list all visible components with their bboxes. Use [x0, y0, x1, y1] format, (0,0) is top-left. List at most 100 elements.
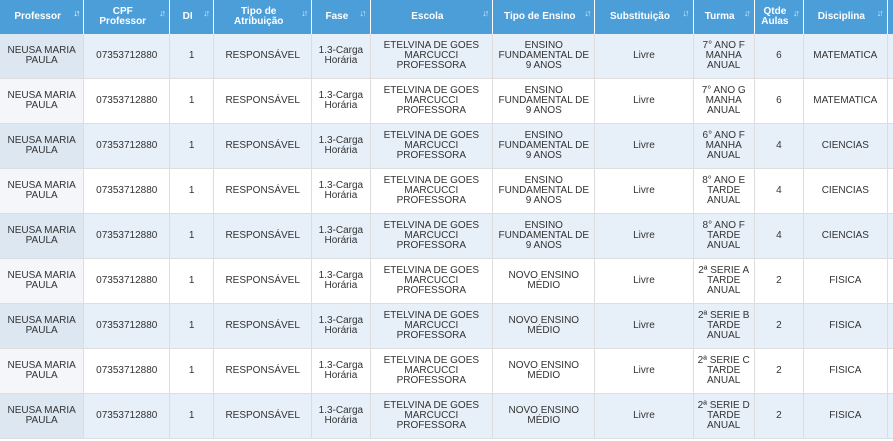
cell-professor: NEUSA MARIA PAULA — [0, 393, 85, 439]
cell-turma: 2ª SERIE A TARDE ANUAL — [693, 258, 755, 304]
cell-fase: 1.3-Carga Horária — [311, 213, 371, 259]
cell-turma: 6° ANO F MANHA ANUAL — [693, 123, 755, 169]
cell-cpf: 07353712880 — [83, 348, 171, 394]
cell-di: 1 — [169, 393, 215, 439]
header-label: Tipo de Atribuição — [233, 6, 284, 27]
cell-di: 1 — [169, 123, 215, 169]
cell-tipo-ensino: NOVO ENSINO MÉDIO — [492, 393, 596, 439]
sort-icon[interactable]: ↓↑ — [203, 8, 210, 18]
cell-overflow — [887, 168, 893, 214]
header-overflow-column — [887, 0, 893, 34]
cell-escola: ETELVINA DE GOES MARCUCCI PROFESSORA — [370, 258, 494, 304]
header-row: Professor ↓↑ CPF Professor ↓↑ DI ↓↑ Tipo de… — [0, 0, 893, 34]
cell-di: 1 — [169, 348, 215, 394]
cell-turma: 7° ANO G MANHA ANUAL — [693, 78, 755, 124]
header-cpf[interactable]: CPF Professor ↓↑ — [83, 0, 171, 34]
cell-tipo-atribuicao: RESPONSÁVEL — [213, 303, 313, 349]
cell-professor: NEUSA MARIA PAULA — [0, 303, 85, 349]
cell-tipo-atribuicao: RESPONSÁVEL — [213, 258, 313, 304]
cell-qtde-aulas: 4 — [754, 168, 804, 214]
cell-disciplina: FISICA — [803, 348, 888, 394]
table-row[interactable]: NEUSA MARIA PAULA 07353712880 1 RESPONSÁ… — [0, 258, 893, 304]
header-label: Disciplina — [817, 11, 865, 22]
cell-disciplina: FISICA — [803, 393, 888, 439]
sort-icon[interactable]: ↓↑ — [743, 8, 751, 18]
cell-professor: NEUSA MARIA PAULA — [0, 348, 85, 394]
cell-di: 1 — [169, 34, 215, 79]
cell-di: 1 — [169, 258, 215, 304]
cell-disciplina: CIENCIAS — [803, 168, 888, 214]
cell-tipo-ensino: ENSINO FUNDAMENTAL DE 9 ANOS — [492, 168, 596, 214]
header-label: Qtde Aulas — [761, 6, 789, 27]
header-label: Fase — [325, 11, 349, 22]
cell-tipo-ensino: ENSINO FUNDAMENTAL DE 9 ANOS — [492, 34, 596, 79]
header-substituicao[interactable]: Substituição ↓↑ — [594, 0, 694, 34]
table-row[interactable]: NEUSA MARIA PAULA 07353712880 1 RESPONSÁ… — [0, 213, 893, 259]
cell-di: 1 — [169, 213, 215, 259]
header-disciplina[interactable]: Disciplina ↓↑ — [803, 0, 888, 34]
header-tipo-atribuicao[interactable]: Tipo de Atribuição ↓↑ — [213, 0, 313, 34]
cell-escola: ETELVINA DE GOES MARCUCCI PROFESSORA — [370, 303, 494, 349]
cell-fase: 1.3-Carga Horária — [311, 168, 371, 214]
sort-icon[interactable]: ↓↑ — [792, 8, 800, 18]
cell-cpf: 07353712880 — [83, 303, 171, 349]
cell-qtde-aulas: 4 — [754, 213, 804, 259]
table-row[interactable]: NEUSA MARIA PAULA 07353712880 1 RESPONSÁ… — [0, 393, 893, 439]
cell-escola: ETELVINA DE GOES MARCUCCI PROFESSORA — [370, 213, 494, 259]
cell-substituicao: Livre — [594, 34, 694, 79]
table-row[interactable]: NEUSA MARIA PAULA 07353712880 1 RESPONSÁ… — [0, 78, 893, 124]
cell-professor: NEUSA MARIA PAULA — [0, 123, 85, 169]
cell-substituicao: Livre — [594, 123, 694, 169]
cell-cpf: 07353712880 — [83, 168, 171, 214]
header-qtde-aulas[interactable]: Qtde Aulas ↓↑ — [754, 0, 804, 34]
header-di[interactable]: DI ↓↑ — [169, 0, 215, 34]
sort-icon[interactable]: ↓↑ — [482, 8, 489, 18]
cell-escola: ETELVINA DE GOES MARCUCCI PROFESSORA — [370, 78, 494, 124]
cell-overflow — [887, 34, 893, 79]
cell-escola: ETELVINA DE GOES MARCUCCI PROFESSORA — [370, 34, 494, 79]
sort-icon[interactable]: ↓↑ — [359, 8, 367, 18]
cell-tipo-atribuicao: RESPONSÁVEL — [213, 123, 313, 169]
cell-substituicao: Livre — [594, 393, 694, 439]
header-turma[interactable]: Turma ↓↑ — [693, 0, 755, 34]
cell-cpf: 07353712880 — [83, 34, 171, 79]
table-row[interactable]: NEUSA MARIA PAULA 07353712880 1 RESPONSÁ… — [0, 168, 893, 214]
cell-tipo-atribuicao: RESPONSÁVEL — [213, 348, 313, 394]
cell-cpf: 07353712880 — [83, 78, 171, 124]
cell-fase: 1.3-Carga Horária — [311, 258, 371, 304]
cell-overflow — [887, 348, 893, 394]
cell-escola: ETELVINA DE GOES MARCUCCI PROFESSORA — [370, 393, 494, 439]
header-fase[interactable]: Fase ↓↑ — [311, 0, 371, 34]
sort-icon[interactable]: ↓↑ — [159, 8, 166, 18]
cell-fase: 1.3-Carga Horária — [311, 393, 371, 439]
table-row[interactable]: NEUSA MARIA PAULA 07353712880 1 RESPONSÁ… — [0, 34, 893, 79]
header-tipo-ensino[interactable]: Tipo de Ensino ↓↑ — [492, 0, 596, 34]
header-label: Professor — [14, 11, 61, 22]
sort-icon[interactable]: ↓↑ — [301, 8, 308, 18]
table-row[interactable]: NEUSA MARIA PAULA 07353712880 1 RESPONSÁ… — [0, 123, 893, 169]
sort-icon[interactable]: ↓↑ — [682, 8, 690, 18]
cell-overflow — [887, 393, 893, 439]
cell-escola: ETELVINA DE GOES MARCUCCI PROFESSORA — [370, 123, 494, 169]
table-row[interactable]: NEUSA MARIA PAULA 07353712880 1 RESPONSÁ… — [0, 303, 893, 349]
header-escola[interactable]: Escola ↓↑ — [370, 0, 494, 34]
table-row[interactable]: NEUSA MARIA PAULA 07353712880 1 RESPONSÁ… — [0, 348, 893, 394]
cell-tipo-ensino: NOVO ENSINO MÉDIO — [492, 303, 596, 349]
header-professor[interactable]: Professor ↓↑ — [0, 0, 85, 34]
cell-fase: 1.3-Carga Horária — [311, 34, 371, 79]
sort-desc-icon[interactable]: ↓↑ — [73, 8, 80, 18]
cell-fase: 1.3-Carga Horária — [311, 123, 371, 169]
cell-substituicao: Livre — [594, 168, 694, 214]
cell-disciplina: CIENCIAS — [803, 123, 888, 169]
header-label: Tipo de Ensino — [504, 11, 576, 22]
cell-tipo-ensino: NOVO ENSINO MÉDIO — [492, 348, 596, 394]
header-label: DI — [182, 11, 193, 22]
header-label: Substituição — [609, 11, 670, 22]
cell-substituicao: Livre — [594, 258, 694, 304]
cell-professor: NEUSA MARIA PAULA — [0, 258, 85, 304]
cell-overflow — [887, 123, 893, 169]
sort-icon[interactable]: ↓↑ — [584, 8, 591, 18]
cell-turma: 2ª SERIE B TARDE ANUAL — [693, 303, 755, 349]
cell-tipo-atribuicao: RESPONSÁVEL — [213, 78, 313, 124]
sort-icon[interactable]: ↓↑ — [876, 8, 884, 18]
